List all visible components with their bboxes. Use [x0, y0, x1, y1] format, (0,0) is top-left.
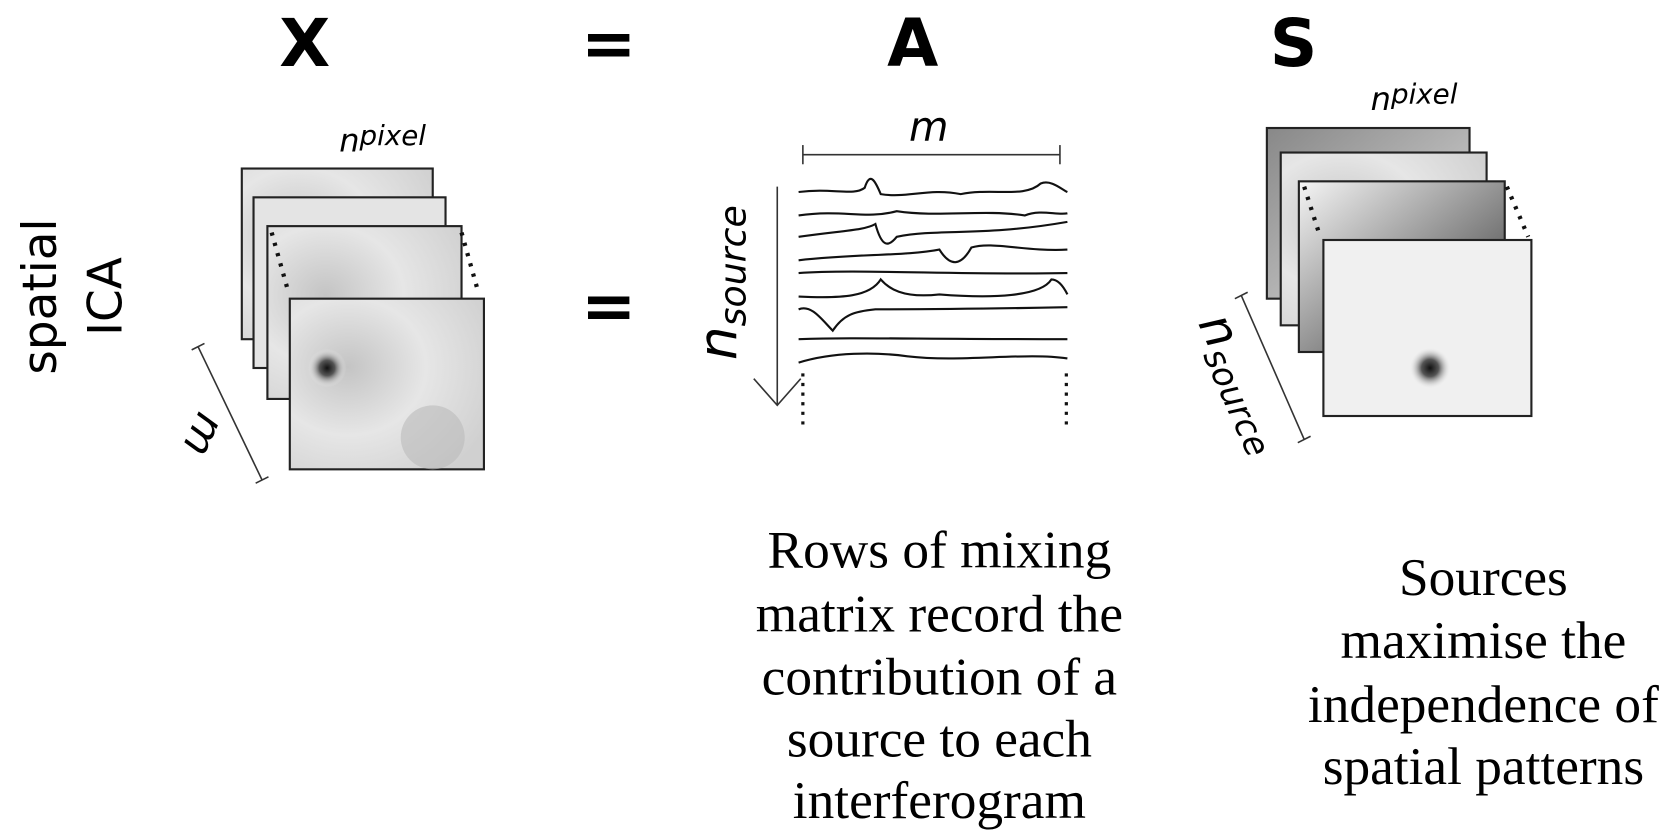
width-label: npixel: [339, 119, 426, 159]
a-caption: Rows of mixing matrix record the contrib…: [756, 519, 1123, 830]
width-label: npixel: [1371, 77, 1458, 117]
page: X = A S spatial ICA = npixel m: [0, 0, 1674, 832]
label-base: n: [687, 326, 750, 360]
matrix-x: X: [279, 5, 330, 82]
label-sub: source: [1195, 342, 1278, 462]
label-sub: pixel: [359, 119, 427, 152]
matrix-a: A: [887, 5, 938, 82]
row-label: ICA: [78, 257, 133, 336]
height-label: nsource: [687, 205, 755, 360]
matrix-s: S: [1270, 5, 1318, 82]
equals: =: [581, 268, 636, 345]
label-base: n: [1371, 80, 1391, 118]
caption-line: maximise the: [1340, 610, 1626, 670]
caption-line: contribution of a: [762, 646, 1117, 706]
equals: =: [581, 5, 636, 82]
caption-line: independence of: [1308, 674, 1659, 734]
x-stack: [192, 169, 484, 484]
label-sub: pixel: [1390, 77, 1458, 110]
s-caption: Sources maximise the independence of spa…: [1308, 547, 1659, 796]
caption-line: matrix record the: [756, 583, 1123, 643]
s-stack: [1235, 128, 1532, 443]
depth-label: m: [172, 405, 235, 464]
caption-line: Rows of mixing: [768, 519, 1112, 579]
depth-label: nsource: [1182, 304, 1299, 462]
label-sub: source: [711, 205, 754, 326]
caption-line: interferogram: [793, 770, 1086, 830]
row-label: spatial: [13, 218, 68, 374]
label-base: n: [339, 121, 359, 159]
caption-line: source to each: [787, 708, 1092, 768]
caption-line: spatial patterns: [1323, 736, 1644, 796]
diagram: X = A S spatial ICA = npixel m: [0, 0, 1674, 832]
a-matrix: [754, 145, 1068, 424]
caption-line: Sources: [1399, 547, 1568, 607]
width-label: m: [909, 103, 948, 151]
